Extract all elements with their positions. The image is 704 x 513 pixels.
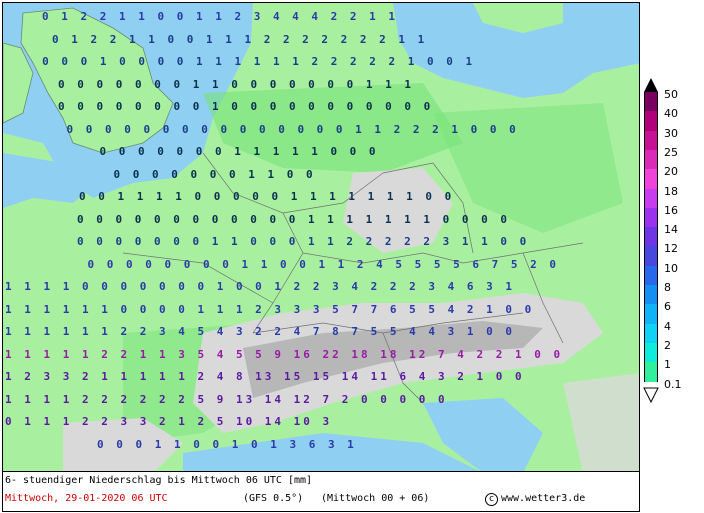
value-row-19: 0 0 0 1 1 0 0 1 0 1 3 6 3 1 [97,437,357,451]
map-footer: 6- stuendiger Niederschlag bis Mittwoch … [2,472,640,512]
value-row-2: 0 0 0 1 0 0 0 0 1 1 1 1 1 1 2 2 2 2 2 1 … [42,55,476,68]
legend-color-8 [644,246,658,267]
legend-color-2 [644,130,658,151]
copyright: c www.wetter3.de [485,493,585,506]
value-row-3: 0 0 0 0 0 0 0 1 1 0 0 0 0 0 0 0 1 1 1 [58,77,415,91]
legend-color-0 [644,92,658,112]
mediterranean [183,433,479,471]
value-row-16: 1 2 3 3 2 1 1 1 1 1 2 4 8 13 15 15 14 11… [5,370,525,383]
legend-label-11: 6 [664,300,671,314]
value-row-5: 0 0 0 0 0 0 0 0 0 0 0 0 0 0 0 1 1 2 2 2 … [66,122,519,136]
legend-label-12: 4 [664,319,671,333]
value-row-13: 1 1 1 1 1 1 0 0 0 0 1 1 1 2 3 3 3 5 7 7 … [5,302,535,316]
value-row-10: 0 0 0 0 0 0 0 1 1 0 0 0 1 1 2 2 2 2 2 3 … [77,235,530,248]
legend-label-10: 8 [664,281,671,294]
value-row-9: 0 0 0 0 0 0 0 0 0 0 0 0 1 1 1 1 1 1 1 0 … [77,212,511,226]
legend-label-8: 12 [664,242,678,256]
value-row-8: 0 0 1 1 1 1 0 0 0 0 0 1 1 1 1 1 1 1 0 0 [79,190,455,203]
sweden-south [473,3,563,33]
legend-label-13: 2 [664,338,671,352]
value-row-15: 1 1 1 1 1 2 2 1 1 3 5 4 5 5 9 16 22 18 1… [5,347,564,361]
legend-label-7: 14 [664,223,678,237]
legend-label-5: 18 [664,184,678,198]
map-title: 6- stuendiger Niederschlag bis Mittwoch … [5,475,313,486]
legend-color-14 [644,362,658,382]
value-row-17: 1 1 1 1 2 2 2 2 2 2 5 9 13 14 12 7 2 0 0… [5,392,448,406]
legend-label-4: 20 [664,165,678,179]
value-row-1: 0 1 2 2 1 1 0 0 1 1 1 2 2 2 2 2 2 2 1 1 [52,32,428,46]
legend-scale [643,78,659,404]
value-row-11: 0 0 0 0 0 0 0 0 1 1 0 0 1 1 2 4 5 5 5 5 … [87,257,560,271]
legend-top-arrow [644,78,658,92]
map-background [3,3,639,471]
ireland [3,42,34,124]
denmark [333,3,398,48]
east-lowland [433,103,623,233]
legend-color-13 [644,342,658,363]
value-row-12: 1 1 1 1 0 0 0 0 0 0 0 1 0 0 1 2 2 3 4 2 … [5,280,515,293]
model-name: (GFS 0.5°) [243,493,304,504]
value-row-0: 0 1 2 2 1 1 0 0 1 1 2 3 4 4 4 2 2 1 1 [42,10,399,23]
value-row-18: 0 1 1 1 2 2 3 3 2 1 2 5 10 14 10 3 [5,415,333,428]
legend-label-9: 10 [664,261,678,275]
legend-label-3: 25 [664,145,678,159]
legend-label-1: 40 [664,107,678,121]
color-legend: 50 40 30 25 20 18 16 14 12 10 8 6 4 2 1 0.1 [640,76,704,406]
alps-high [243,321,543,398]
precipitation-map: 0 1 2 2 1 1 0 0 1 1 2 3 4 4 4 2 2 1 1 0 1… [2,2,640,472]
bohemia-uplands [343,168,453,253]
legend-color-10 [644,285,658,305]
country-borders [122,152,584,404]
legend-color-4 [644,169,658,189]
lowland-area [203,83,463,173]
copyright-icon: c [485,493,498,506]
great-britain [20,7,174,154]
copyright-site: www.wetter3.de [501,493,586,504]
legend-color-3 [644,149,658,170]
legend-color-9 [644,265,658,286]
value-row-4: 0 0 0 0 0 0 0 0 1 0 0 0 0 0 0 0 0 0 0 0 [58,100,434,113]
legend-color-12 [644,323,658,344]
legend-label-0: 50 [664,88,678,101]
balkan-uplands [563,373,639,471]
legend-color-7 [644,227,658,247]
legend-color-5 [644,188,658,209]
legend-label-2: 30 [664,126,678,140]
channel [3,153,103,208]
adriatic [423,398,543,471]
legend-color-6 [644,207,658,228]
valid-date: Mittwoch, 29-01-2020 06 UTC [5,493,168,504]
pyrenees-area [63,418,183,471]
legend-bottom-arrow [643,387,659,404]
legend-label-14: 1 [664,358,671,372]
baltic-sea [393,3,639,98]
legend-label-6: 16 [664,203,678,217]
legend-label-15: 0.1 [664,377,682,391]
legend-color-1 [644,111,658,132]
model-run: (Mittwoch 00 + 06) [321,493,430,504]
value-row-6: 0 0 0 0 0 0 0 1 1 1 1 1 0 0 0 [99,145,379,158]
value-row-14: 1 1 1 1 1 1 2 2 3 4 5 4 3 2 2 4 7 8 7 5 … [5,325,515,338]
value-row-7: 0 0 0 0 0 0 0 1 1 0 0 [113,167,316,181]
legend-color-11 [644,304,658,325]
